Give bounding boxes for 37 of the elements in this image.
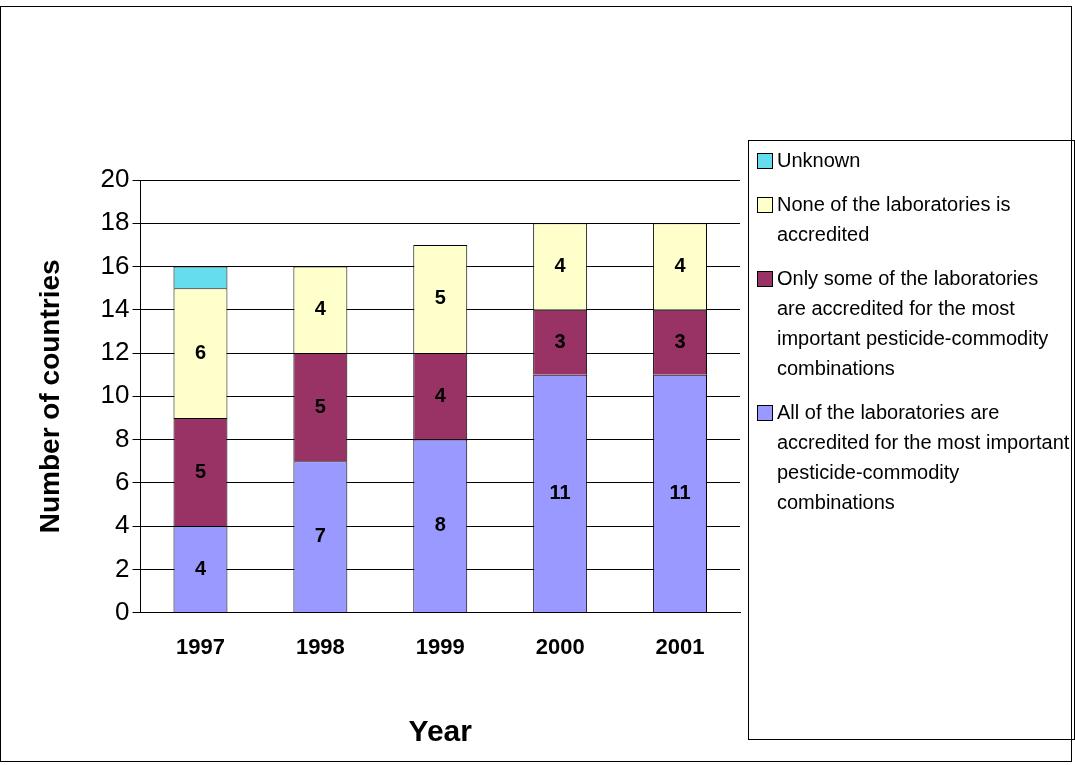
- y-tick-label: 18: [100, 206, 130, 237]
- data-label: 5: [314, 394, 326, 417]
- data-label: 7: [314, 524, 326, 547]
- y-tick-label: 4: [115, 509, 130, 540]
- data-label: 4: [554, 254, 567, 277]
- data-label: 4: [194, 556, 207, 579]
- x-tick-label: 2000: [535, 633, 585, 659]
- legend-label: Only some of the laboratories are accredited for the most important pesticide-commodity combinations: [777, 266, 1050, 381]
- data-label: 11: [549, 480, 571, 503]
- y-tick-label: 6: [115, 465, 130, 496]
- data-label: 3: [554, 329, 566, 352]
- data-label: 6: [194, 340, 207, 363]
- y-tick-label: 8: [115, 422, 130, 453]
- y-tick-label: 20: [100, 163, 130, 194]
- x-tick-label: 1999: [415, 633, 465, 659]
- data-label: 8: [434, 513, 446, 536]
- y-tick-label: 2: [115, 552, 130, 583]
- x-tick-label: 1997: [175, 633, 225, 659]
- x-tick-label: 1998: [295, 633, 345, 659]
- data-label: 4: [434, 383, 447, 406]
- data-label: 5: [194, 459, 207, 482]
- data-label: 11: [669, 480, 691, 503]
- data-label: 3: [674, 329, 686, 352]
- x-axis-title: Year: [408, 714, 473, 748]
- y-tick-label: 0: [115, 595, 130, 626]
- data-label: 5: [434, 286, 446, 309]
- legend-label: All of the laboratories are accredited for the most important pesticide-commodity combinations: [777, 400, 1070, 515]
- legend-label: None of the laboratories is accredited: [777, 192, 1012, 247]
- y-tick-label: 12: [100, 336, 130, 367]
- data-label: 4: [314, 297, 327, 320]
- y-tick-label: 16: [100, 249, 130, 280]
- legend-label: Unknown: [777, 148, 861, 173]
- data-label: 4: [674, 254, 687, 277]
- y-tick-label: 14: [100, 292, 130, 323]
- x-tick-label: 2001: [655, 633, 705, 659]
- y-tick-label: 10: [100, 379, 130, 410]
- y-axis-title: Number of countries: [33, 259, 65, 534]
